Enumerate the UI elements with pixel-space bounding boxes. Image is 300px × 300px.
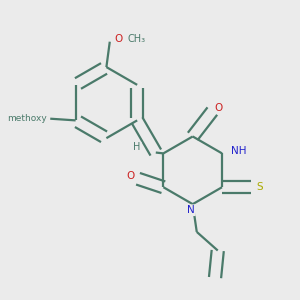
Text: S: S	[256, 182, 262, 192]
Text: O: O	[38, 114, 46, 124]
Text: O: O	[126, 171, 135, 181]
Text: O: O	[115, 34, 123, 44]
Text: methoxy: methoxy	[7, 114, 47, 123]
Text: N: N	[187, 205, 195, 215]
Text: H: H	[134, 142, 141, 152]
Text: O: O	[214, 103, 223, 113]
Text: CH₃: CH₃	[128, 34, 146, 44]
Text: NH: NH	[230, 146, 246, 156]
